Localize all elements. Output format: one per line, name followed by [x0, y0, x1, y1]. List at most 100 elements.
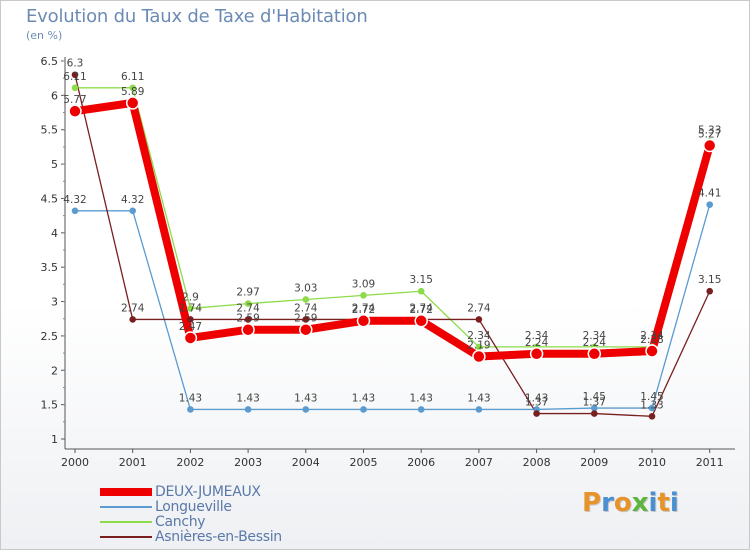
x-tick-label: 2002	[176, 456, 204, 469]
data-point	[183, 331, 198, 345]
data-label: 2.34	[640, 330, 664, 342]
x-tick-label: 2010	[638, 456, 666, 469]
logo-letter: i	[648, 488, 658, 518]
data-label: 1.43	[352, 392, 375, 404]
logo-letter: t	[657, 488, 670, 518]
data-point	[648, 404, 656, 412]
data-label: 3.15	[698, 274, 721, 286]
data-label: 5.77	[63, 94, 86, 106]
data-label: 3.15	[410, 274, 433, 286]
chart-title: Evolution du Taux de Taxe d'Habitation	[26, 6, 368, 27]
data-label: 1.43	[236, 392, 259, 404]
y-tick-label: 4.5	[41, 192, 59, 205]
data-label: 2.19	[467, 340, 490, 352]
data-point	[706, 201, 713, 208]
data-label: 2.59	[236, 313, 259, 325]
data-point	[417, 406, 425, 413]
data-label: 2.34	[525, 330, 549, 342]
y-tick-label: 6.5	[41, 55, 59, 68]
y-tick-label: 6	[51, 89, 58, 102]
y-tick-label: 3.5	[41, 261, 59, 274]
data-point	[472, 349, 486, 364]
data-point	[241, 322, 255, 337]
data-label: 1.43	[525, 392, 548, 404]
data-label: 1.43	[410, 392, 433, 404]
x-tick-label: 2003	[234, 456, 262, 469]
data-point	[706, 287, 713, 295]
data-label: 2.72	[410, 304, 433, 316]
data-label: 1.33	[640, 399, 663, 411]
data-label: 4.32	[121, 194, 144, 206]
legend-swatch	[100, 488, 152, 496]
logo-letter: r	[601, 488, 614, 518]
data-label: 2.97	[236, 287, 259, 299]
data-label: 3.09	[352, 278, 375, 290]
x-tick-label: 2007	[465, 456, 493, 469]
y-tick-label: 5	[51, 158, 58, 171]
data-point	[129, 316, 136, 323]
legend-swatch	[100, 536, 152, 538]
data-point	[529, 347, 544, 361]
data-label: 2.24	[525, 337, 549, 349]
data-label: 2.74	[121, 302, 145, 314]
data-label: 2.74	[410, 302, 434, 314]
data-point	[360, 292, 367, 299]
x-tick-label: 2004	[292, 456, 320, 469]
data-label: 5.33	[698, 124, 721, 136]
data-point	[71, 84, 79, 92]
data-point	[533, 410, 540, 417]
y-tick-label: 1	[51, 433, 58, 446]
data-point	[587, 347, 602, 361]
data-label: 2.74	[179, 302, 203, 314]
logo-letter: i	[669, 488, 679, 518]
data-label: 2.59	[294, 313, 317, 325]
data-point	[360, 406, 367, 413]
legend-label: Longueville	[155, 499, 232, 515]
data-label: 2.28	[640, 334, 663, 346]
data-point	[125, 96, 140, 110]
y-tick-label: 3	[51, 296, 58, 309]
data-label: 1.37	[583, 397, 606, 409]
data-label: 1.45	[583, 391, 606, 403]
data-label: 6.11	[63, 71, 86, 83]
legend-label: Canchy	[155, 514, 206, 530]
x-tick-label: 2001	[119, 456, 147, 469]
y-tick-label: 1.5	[41, 399, 59, 412]
data-label: 1.43	[467, 392, 490, 404]
data-point	[591, 404, 598, 412]
series-line	[74, 203, 711, 411]
data-label: 4.41	[698, 188, 721, 200]
data-point	[414, 314, 428, 328]
data-point	[475, 316, 483, 323]
data-point	[475, 343, 483, 351]
data-label: 2.74	[352, 302, 376, 314]
data-point	[475, 406, 483, 413]
data-point	[645, 344, 659, 358]
data-point	[244, 316, 252, 323]
data-label: 4.32	[63, 194, 86, 206]
data-point	[302, 296, 310, 303]
data-label: 1.37	[525, 397, 548, 409]
data-point	[187, 406, 194, 413]
data-label: 3.03	[294, 282, 317, 294]
data-point	[702, 138, 717, 153]
data-label: 2.47	[179, 321, 202, 333]
data-label: 5.89	[121, 86, 144, 98]
data-point	[187, 305, 194, 312]
data-point	[648, 413, 656, 420]
data-label: 1.43	[179, 392, 202, 404]
legend-swatch	[100, 506, 152, 508]
data-point	[244, 406, 252, 413]
legend-label: DEUX-JUMEAUX	[155, 484, 261, 500]
y-tick-label: 5.5	[41, 124, 59, 137]
data-label: 2.9	[182, 291, 199, 303]
data-label: 6.3	[67, 58, 84, 70]
data-label: 2.74	[236, 302, 260, 314]
data-point	[356, 314, 371, 328]
legend-label: Asnières-en-Bessin	[155, 529, 282, 545]
data-label: 2.74	[294, 302, 318, 314]
data-point	[591, 410, 598, 417]
y-tick-label: 4	[51, 227, 58, 240]
data-point	[129, 84, 136, 92]
